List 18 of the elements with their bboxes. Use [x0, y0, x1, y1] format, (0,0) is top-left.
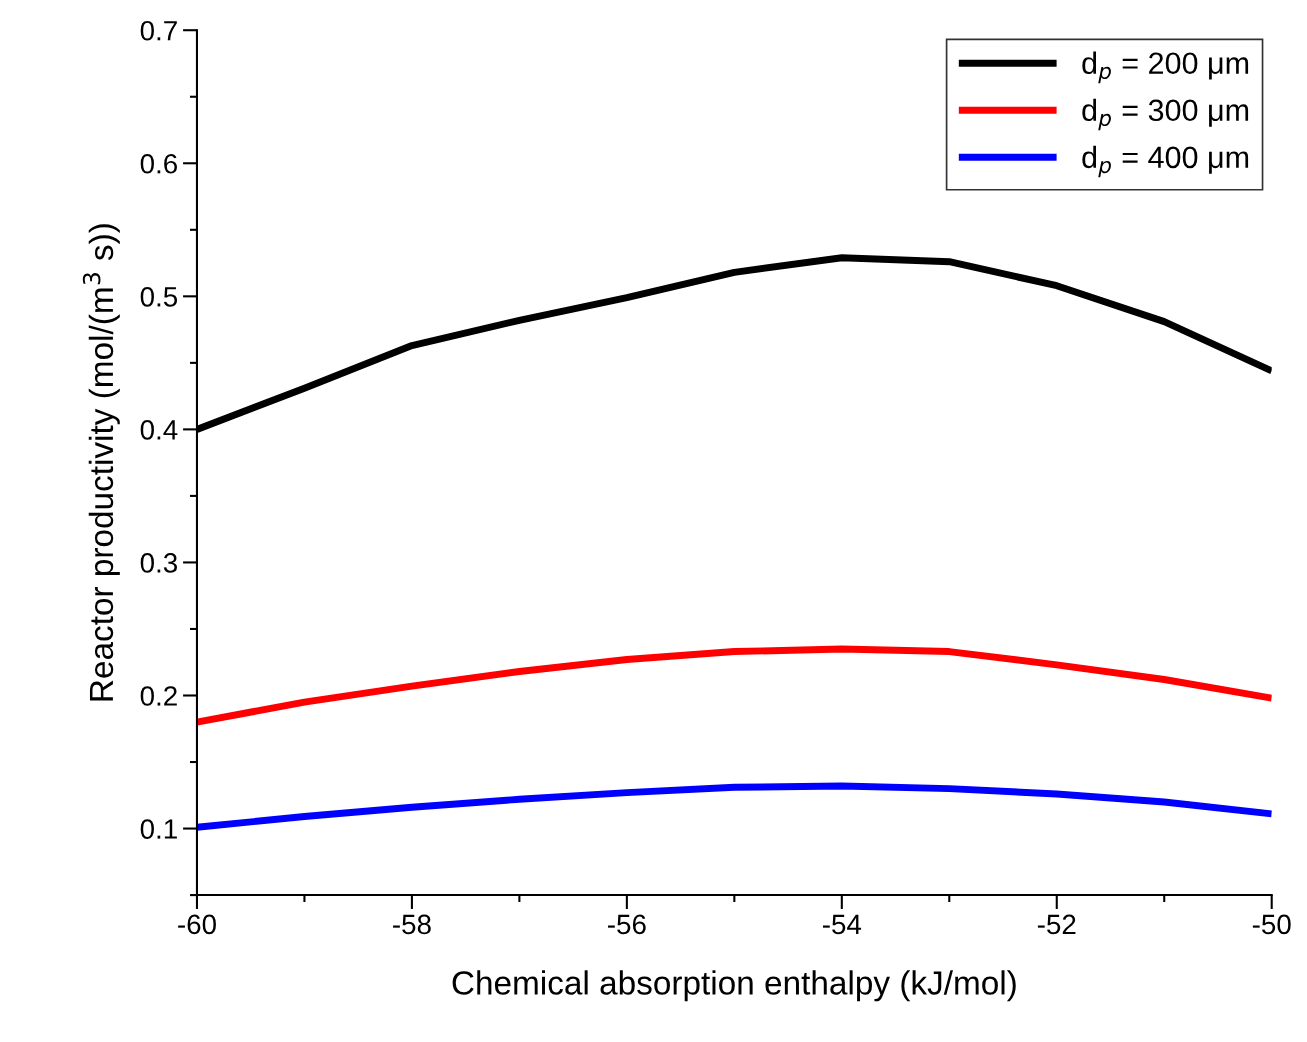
- x-tick-label: -54: [822, 914, 862, 935]
- x-tick-label: -50: [1252, 914, 1291, 935]
- legend-label: d$_{p}$ = 400 μm: [1082, 145, 1249, 178]
- legend-label: d$_{p}$ = 300 μm: [1082, 98, 1249, 131]
- x-tick-label: -58: [393, 914, 431, 935]
- legend-label: d$_{p}$ = 200 μm: [1082, 51, 1249, 84]
- x-tick-label: -60: [178, 914, 216, 935]
- y-tick-label: 0.6: [140, 153, 177, 174]
- x-tick-label: -52: [1037, 914, 1076, 935]
- y-tick-label: 0.2: [140, 686, 177, 706]
- y-tick-label: 0.7: [140, 20, 177, 41]
- y-tick-label: 0.1: [140, 819, 177, 839]
- y-tick-label: 0.4: [140, 420, 178, 440]
- x-tick-label: -56: [608, 914, 646, 935]
- y-axis-title: Reactor productivity (mol/(m$^{3}$ s)): [82, 224, 120, 701]
- y-tick-label: 0.5: [140, 287, 178, 307]
- y-tick-label: 0.3: [140, 553, 177, 573]
- x-axis-title: Chemical absorption enthalpy (kJ/mol): [452, 970, 1016, 1002]
